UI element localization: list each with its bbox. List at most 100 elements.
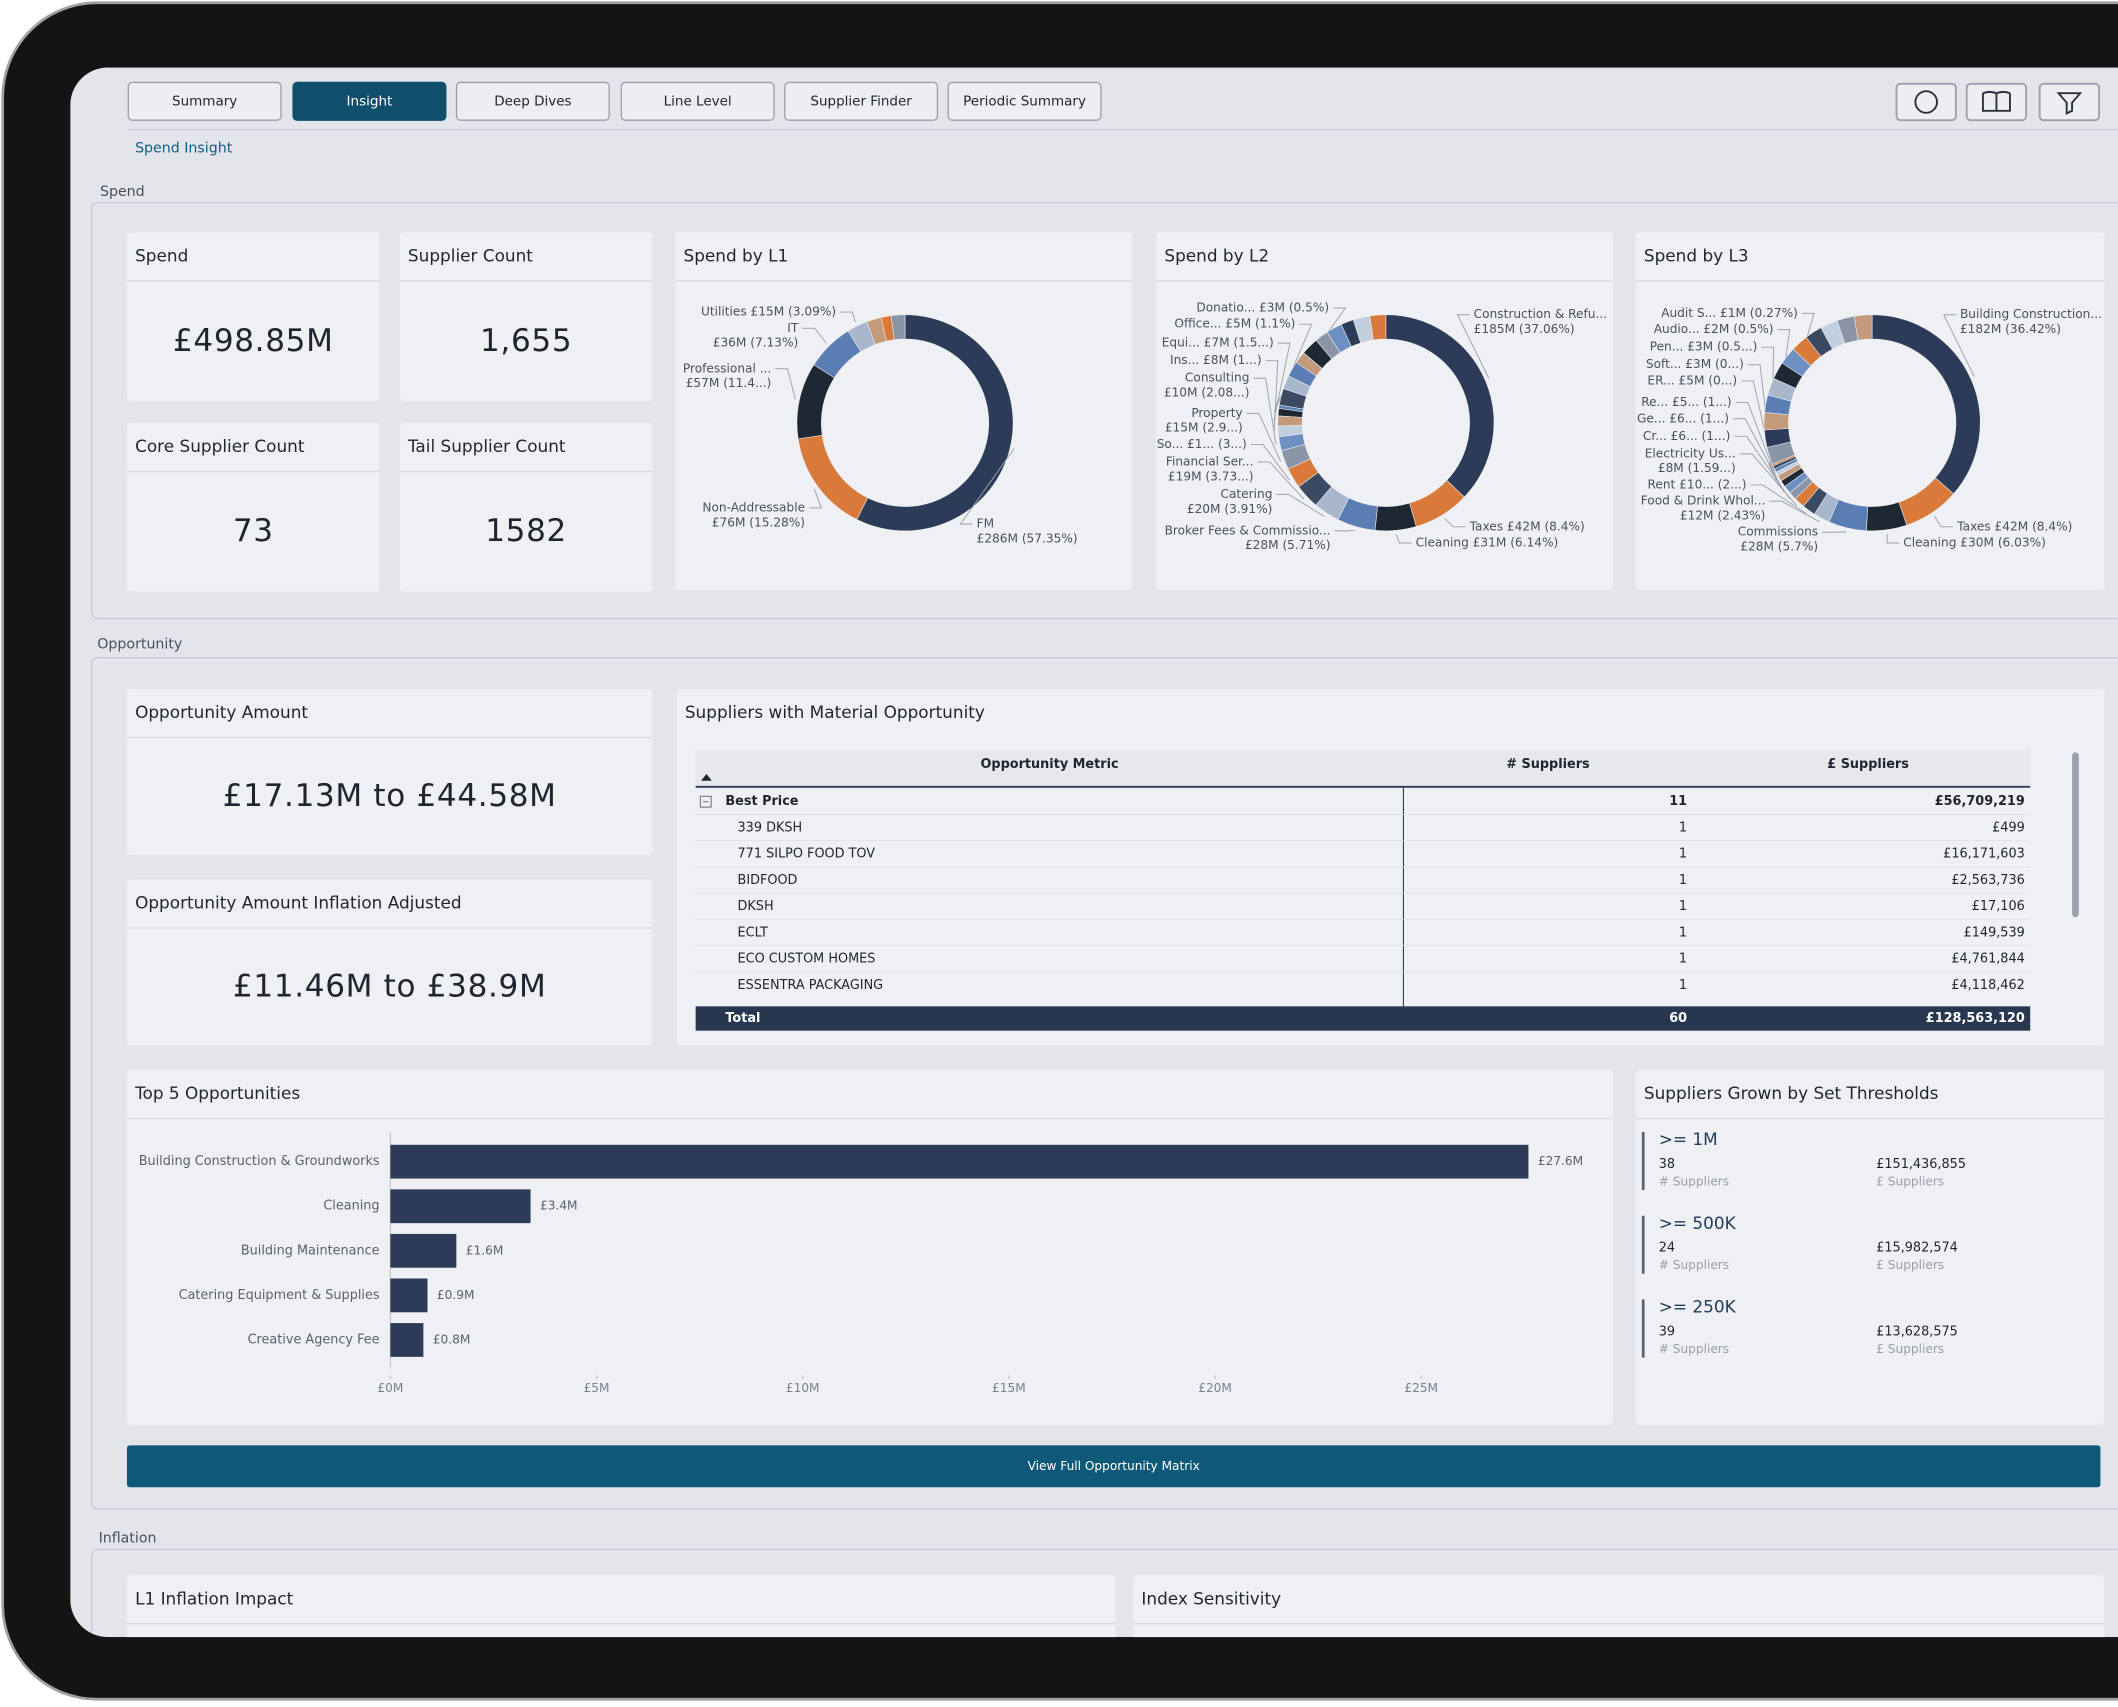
table-cell: DKSH	[738, 899, 774, 914]
donut-label-value: £19M (3.73...)	[1168, 469, 1254, 483]
donut-label: Soft... £3M (0...)	[1646, 357, 1744, 371]
donut-label: Pen... £3M (0.5...)	[1650, 340, 1758, 354]
card	[126, 1575, 1116, 1638]
card	[1133, 1575, 2105, 1638]
table-cell: £499	[1992, 821, 2025, 836]
nav-tab-label: Deep Dives	[494, 93, 571, 109]
leader-line	[1934, 515, 1954, 528]
nav-tab[interactable]	[784, 81, 939, 121]
leader-line	[1456, 314, 1490, 379]
threshold-amount: £151,436,855	[1876, 1157, 1966, 1172]
leader-line	[1769, 500, 1820, 523]
section-box	[91, 201, 2118, 620]
donut-label-name: FM	[977, 517, 994, 531]
threshold-amount: £13,628,575	[1876, 1324, 1958, 1339]
nav-tab[interactable]	[127, 81, 282, 121]
total-row-bg	[695, 1006, 2031, 1031]
nav-tab[interactable]	[947, 81, 1102, 121]
leader-line	[959, 448, 1015, 525]
table-cell: 11	[1669, 794, 1687, 809]
nav-tab[interactable]	[620, 81, 775, 121]
x-tick-label: £10M	[786, 1381, 820, 1395]
card-title: Index Sensitivity	[1141, 1588, 1281, 1608]
table-cell: £4,118,462	[1951, 978, 2024, 993]
section-label: Inflation	[99, 1531, 157, 1547]
donut-label-value: £182M (36.42%)	[1960, 322, 2061, 336]
table-cell: ESSENTRA PACKAGING	[738, 978, 884, 993]
donut-label-name: Building Construction...	[1960, 307, 2102, 321]
threshold-label: >= 250K	[1659, 1297, 1737, 1317]
donut-label: So... £1... (3...)	[1157, 437, 1247, 451]
leader-line	[1395, 534, 1412, 544]
threshold-count-label: # Suppliers	[1659, 1258, 1729, 1272]
nav-tab-label: Line Level	[664, 93, 732, 109]
card-title: L1 Inflation Impact	[135, 1588, 294, 1608]
table-cell: £2,563,736	[1951, 873, 2024, 888]
table-cell: 1	[1679, 978, 1687, 993]
table-cell: BIDFOOD	[738, 873, 798, 888]
donut-label-name: Consulting	[1185, 371, 1250, 385]
x-tick-label: £20M	[1198, 1381, 1232, 1395]
donut-label-name: Non-Addressable	[702, 500, 805, 514]
leader-line	[840, 311, 856, 323]
threshold-count-label: # Suppliers	[1659, 1174, 1729, 1188]
donut-label: Cr... £6... (1...)	[1643, 429, 1730, 443]
donut-label: ER... £5M (0...)	[1647, 373, 1737, 387]
table-cell: 1	[1679, 925, 1687, 940]
table-cell: £128,563,120	[1926, 1011, 2025, 1026]
leader-line	[1250, 443, 1290, 481]
card	[1156, 232, 1613, 591]
table-cell: 1	[1679, 873, 1687, 888]
donut-label-value: £15M (2.9...)	[1165, 421, 1243, 435]
table-cell: £56,709,219	[1935, 794, 2025, 809]
leader-line	[1246, 412, 1282, 462]
section-box	[91, 1548, 2118, 1638]
card-title: Opportunity Amount Inflation Adjusted	[135, 893, 461, 913]
expand-icon[interactable]	[699, 795, 712, 808]
donut-label-name: Property	[1191, 406, 1242, 420]
scrollbar[interactable]	[2072, 752, 2079, 918]
sort-arrow	[701, 774, 712, 781]
threshold-amount-label: £ Suppliers	[1876, 1342, 1944, 1356]
y-category-label: Building Maintenance	[241, 1243, 380, 1258]
x-tick-label: £0M	[377, 1381, 403, 1395]
nav-tab-label: Insight	[347, 93, 393, 109]
nav-tab-label: Supplier Finder	[810, 93, 912, 109]
card-title: Top 5 Opportunities	[134, 1083, 300, 1103]
bar	[390, 1144, 1529, 1179]
donut-segment	[1369, 314, 1387, 341]
donut-label: Utilities £15M (3.09%)	[701, 305, 836, 319]
donut-segment	[890, 314, 906, 341]
kpi-value: £498.85M	[173, 323, 334, 359]
donut-label-value: £20M (3.91%)	[1187, 502, 1273, 516]
bar	[390, 1233, 457, 1268]
nav-tab[interactable]	[292, 81, 447, 121]
screen: Summary Insight Deep Dives Line Level Suppli…	[70, 67, 2118, 1638]
donut-label-value: £12M (2.43%)	[1680, 509, 1766, 523]
column-header: # Suppliers	[1506, 757, 1590, 772]
card-title: Spend by L2	[1164, 246, 1269, 266]
card	[399, 232, 653, 402]
nav-tab[interactable]	[455, 81, 610, 121]
table-cell: 771 SILPO FOOD TOV	[738, 847, 876, 862]
donut-label-value: £28M (5.71%)	[1245, 538, 1331, 552]
donut-segment	[1763, 412, 1790, 431]
donut-label-value: £76M (15.28%)	[712, 515, 805, 529]
toolbar-icons	[1895, 82, 2101, 725]
breadcrumb[interactable]: Spend Insight	[135, 141, 233, 157]
donut-label: Cleaning £30M (6.03%)	[1903, 536, 2046, 550]
donut-label: Ins... £8M (1...)	[1170, 353, 1262, 367]
matrix-button[interactable]	[126, 1445, 2101, 1488]
donut-label: Equi... £7M (1.5...)	[1162, 336, 1274, 350]
leader-line	[1733, 418, 1785, 493]
kpi-value: 1,655	[480, 323, 572, 359]
help-button[interactable]	[1895, 82, 1957, 122]
y-category-label: Creative Agency Fee	[248, 1332, 380, 1347]
book-icon	[1981, 90, 2011, 112]
donut-label: Office... £5M (1.1%)	[1174, 317, 1295, 331]
card	[675, 232, 1132, 591]
leader-line	[1735, 402, 1780, 487]
filter-button[interactable]	[2038, 82, 2101, 122]
nav-tab-label: Summary	[172, 93, 237, 109]
